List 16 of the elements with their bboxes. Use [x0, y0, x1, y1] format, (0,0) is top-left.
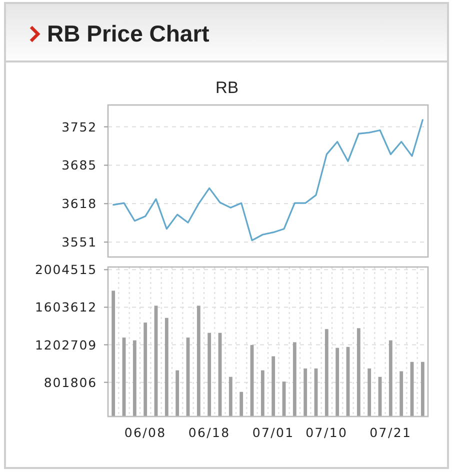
y-tick-label: 3618	[62, 196, 97, 212]
y-tick-label: 1202709	[35, 337, 97, 352]
chart-title: RB Price Chart	[47, 20, 210, 46]
x-tick-label: 07/21	[370, 425, 412, 440]
y-tick-label: 3551	[62, 234, 97, 250]
x-tick-label: 06/08	[124, 425, 166, 440]
y-tick-label: 2004515	[35, 262, 97, 278]
y-tick-label: 3685	[62, 158, 97, 173]
line-series	[112, 119, 424, 242]
x-tick-label: 07/10	[306, 425, 348, 440]
x-tick-label: 06/18	[188, 425, 230, 440]
y-tick-label: 1603612	[35, 300, 97, 315]
x-tick-label: 07/01	[252, 425, 294, 440]
chart-subtitle: RB	[216, 79, 238, 97]
y-tick-label: 3752	[62, 119, 97, 134]
y-tick-label: 801806	[44, 374, 97, 390]
